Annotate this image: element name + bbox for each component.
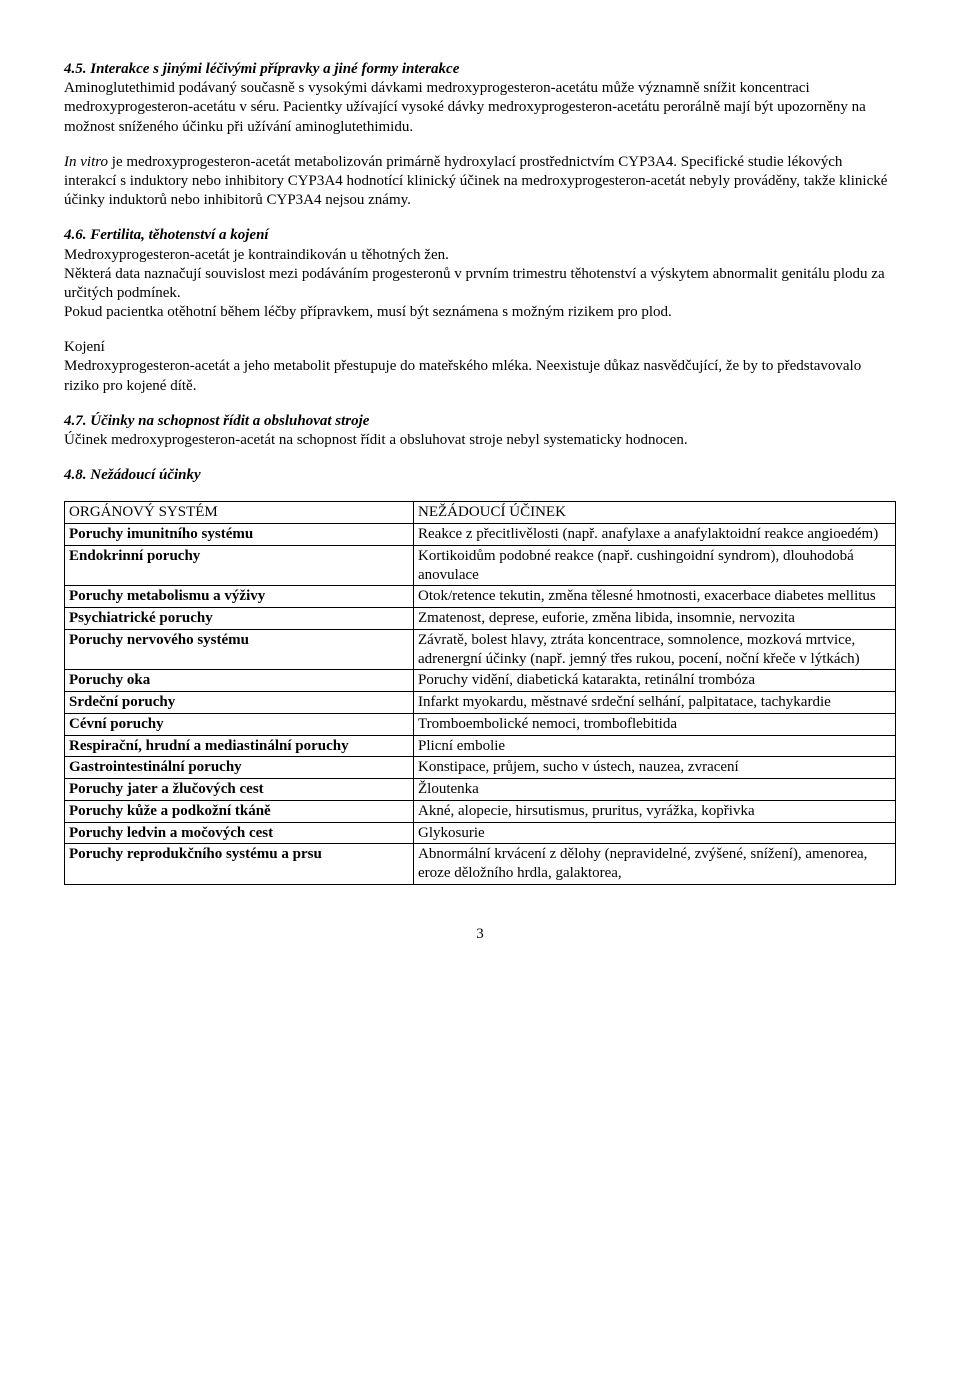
table-row-right: Žloutenka (414, 779, 896, 801)
table-row-right: Poruchy vidění, diabetická katarakta, re… (414, 670, 896, 692)
table-row-left: Poruchy jater a žlučových cest (65, 779, 414, 801)
section-4-6-p3: Pokud pacientka otěhotní během léčby pří… (64, 304, 672, 320)
table-row-right: Abnormální krvácení z dělohy (nepravidel… (414, 844, 896, 885)
section-4-7-title: 4.7. Účinky na schopnost řídit a obsluho… (64, 413, 369, 429)
table-row-right: Plicní embolie (414, 735, 896, 757)
table-header-left: ORGÁNOVÝ SYSTÉM (65, 502, 414, 524)
table-row-right: Glykosurie (414, 822, 896, 844)
section-4-8-title: 4.8. Nežádoucí účinky (64, 467, 201, 483)
section-4-5-p2: je medroxyprogesteron-acetát metabolizov… (64, 154, 887, 208)
table-row-left: Poruchy reprodukčního systému a prsu (65, 844, 414, 885)
section-4-5-p1: Aminoglutethimid podávaný současně s vys… (64, 80, 866, 134)
table-row-left: Poruchy nervového systému (65, 629, 414, 670)
section-4-6-p2: Některá data naznačují souvislost mezi p… (64, 266, 885, 301)
kojeni-label: Kojení (64, 339, 105, 355)
section-4-6-title: 4.6. Fertilita, těhotenství a kojení (64, 227, 269, 243)
table-row-left: Poruchy oka (65, 670, 414, 692)
adverse-effects-table: ORGÁNOVÝ SYSTÉMNEŽÁDOUCÍ ÚČINEKPoruchy i… (64, 501, 896, 885)
table-row-left: Endokrinní poruchy (65, 545, 414, 586)
table-row-right: Konstipace, průjem, sucho v ústech, nauz… (414, 757, 896, 779)
table-row-right: Otok/retence tekutin, změna tělesné hmot… (414, 586, 896, 608)
section-4-6-p1: Medroxyprogesteron-acetát je kontraindik… (64, 247, 449, 263)
table-row-right: Kortikoidům podobné reakce (např. cushin… (414, 545, 896, 586)
section-4-5-title: 4.5. Interakce s jinými léčivými příprav… (64, 61, 459, 77)
table-row-right: Infarkt myokardu, městnavé srdeční selhá… (414, 692, 896, 714)
table-row-right: Reakce z přecitlivělosti (např. anafylax… (414, 524, 896, 546)
table-row-left: Cévní poruchy (65, 713, 414, 735)
table-row-left: Poruchy kůže a podkožní tkáně (65, 800, 414, 822)
invitro-italic: In vitro (64, 154, 108, 170)
page-number: 3 (64, 925, 896, 944)
section-4-7-p1: Účinek medroxyprogesteron-acetát na scho… (64, 432, 688, 448)
table-row-left: Psychiatrické poruchy (65, 608, 414, 630)
table-row-left: Respirační, hrudní a mediastinální poruc… (65, 735, 414, 757)
table-row-left: Poruchy ledvin a močových cest (65, 822, 414, 844)
table-row-right: Tromboembolické nemoci, tromboflebitida (414, 713, 896, 735)
table-row-left: Gastrointestinální poruchy (65, 757, 414, 779)
table-row-right: Akné, alopecie, hirsutismus, pruritus, v… (414, 800, 896, 822)
table-row-left: Srdeční poruchy (65, 692, 414, 714)
table-row-right: Závratě, bolest hlavy, ztráta koncentrac… (414, 629, 896, 670)
table-header-right: NEŽÁDOUCÍ ÚČINEK (414, 502, 896, 524)
table-row-left: Poruchy imunitního systému (65, 524, 414, 546)
table-row-right: Zmatenost, deprese, euforie, změna libid… (414, 608, 896, 630)
kojeni-text: Medroxyprogesteron-acetát a jeho metabol… (64, 358, 861, 393)
table-row-left: Poruchy metabolismu a výživy (65, 586, 414, 608)
